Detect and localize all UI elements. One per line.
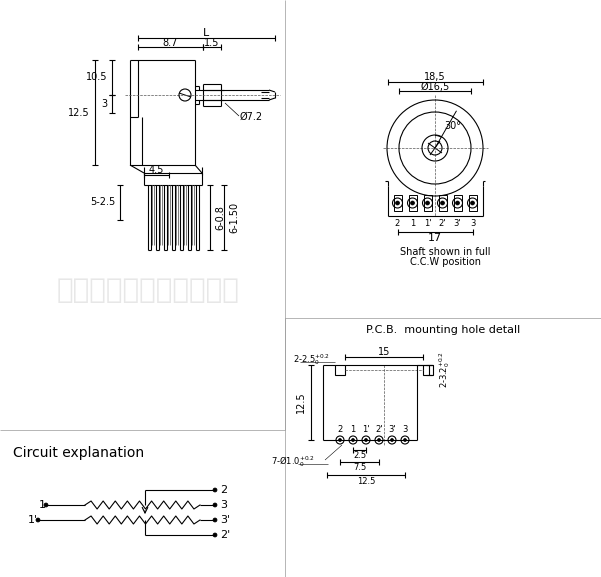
Text: 3: 3	[101, 99, 107, 109]
Text: P.C.B.  mounting hole detall: P.C.B. mounting hole detall	[366, 325, 520, 335]
Text: 3: 3	[402, 425, 407, 434]
Bar	[454, 195, 462, 211]
Circle shape	[395, 201, 400, 205]
Text: Ø16,5: Ø16,5	[420, 82, 450, 92]
Text: 6-1.50: 6-1.50	[229, 202, 239, 233]
Text: C.C.W position: C.C.W position	[409, 257, 481, 267]
Text: Shaft shown in full: Shaft shown in full	[400, 247, 490, 257]
Bar	[409, 195, 416, 211]
Text: 3': 3'	[388, 425, 396, 434]
Text: 30°: 30°	[445, 121, 462, 131]
Bar	[424, 195, 432, 211]
Bar	[423, 365, 433, 375]
Text: 18,5: 18,5	[424, 72, 446, 82]
Text: 12.5: 12.5	[357, 478, 375, 486]
Text: 10.5: 10.5	[85, 73, 107, 83]
Circle shape	[471, 201, 475, 205]
Circle shape	[377, 439, 380, 441]
Text: 7.5: 7.5	[353, 463, 366, 473]
Circle shape	[352, 439, 355, 441]
Circle shape	[213, 518, 217, 522]
Text: 12.5: 12.5	[296, 392, 306, 413]
Circle shape	[441, 201, 445, 205]
Text: 1.5: 1.5	[204, 38, 220, 48]
Bar	[394, 195, 401, 211]
Text: 3: 3	[470, 219, 475, 228]
Text: 7-Ø1.0$^{+0.2}_{0}$: 7-Ø1.0$^{+0.2}_{0}$	[271, 455, 315, 470]
Text: 2: 2	[337, 425, 343, 434]
Text: 1: 1	[410, 219, 415, 228]
Text: 2': 2'	[375, 425, 383, 434]
Bar	[439, 195, 447, 211]
Circle shape	[403, 439, 406, 441]
Text: 17: 17	[428, 233, 442, 243]
Circle shape	[213, 533, 217, 537]
Bar	[335, 365, 345, 375]
Text: 15: 15	[378, 347, 390, 357]
Text: 2-3.2$^{+0.2}_{0}$: 2-3.2$^{+0.2}_{0}$	[437, 352, 452, 388]
Bar	[285, 318, 601, 577]
Text: 1': 1'	[424, 219, 432, 228]
Text: 3': 3'	[220, 515, 230, 525]
Text: 8.7: 8.7	[163, 38, 178, 48]
Bar	[469, 195, 477, 211]
Text: 2': 2'	[220, 530, 230, 540]
Text: 2-2.5$^{+0.2}_{0}$: 2-2.5$^{+0.2}_{0}$	[293, 353, 330, 368]
Text: 6-0.8: 6-0.8	[215, 205, 225, 230]
Text: 3: 3	[220, 500, 227, 510]
Text: 12.5: 12.5	[69, 107, 90, 118]
Circle shape	[36, 518, 40, 522]
Text: 5-2.5: 5-2.5	[90, 197, 115, 207]
Text: 3': 3'	[454, 219, 462, 228]
Text: 2: 2	[220, 485, 227, 495]
Circle shape	[456, 201, 460, 205]
Circle shape	[364, 439, 367, 441]
Text: 东莞市顺优电子有限公司: 东莞市顺优电子有限公司	[56, 276, 239, 304]
Text: 2.5: 2.5	[353, 451, 366, 460]
Circle shape	[338, 439, 341, 441]
Text: 1': 1'	[28, 515, 38, 525]
Text: 4.5: 4.5	[148, 165, 163, 175]
Text: 2: 2	[395, 219, 400, 228]
Text: Ø7.2: Ø7.2	[240, 112, 263, 122]
Circle shape	[213, 488, 217, 492]
Text: 1: 1	[350, 425, 356, 434]
Circle shape	[410, 201, 415, 205]
Circle shape	[391, 439, 394, 441]
Circle shape	[44, 503, 48, 507]
Text: Circuit explanation: Circuit explanation	[13, 446, 144, 460]
Text: 1: 1	[39, 500, 46, 510]
Circle shape	[426, 201, 430, 205]
Text: 2': 2'	[439, 219, 447, 228]
Circle shape	[213, 503, 217, 507]
Text: L: L	[203, 28, 210, 38]
Text: 1': 1'	[362, 425, 370, 434]
